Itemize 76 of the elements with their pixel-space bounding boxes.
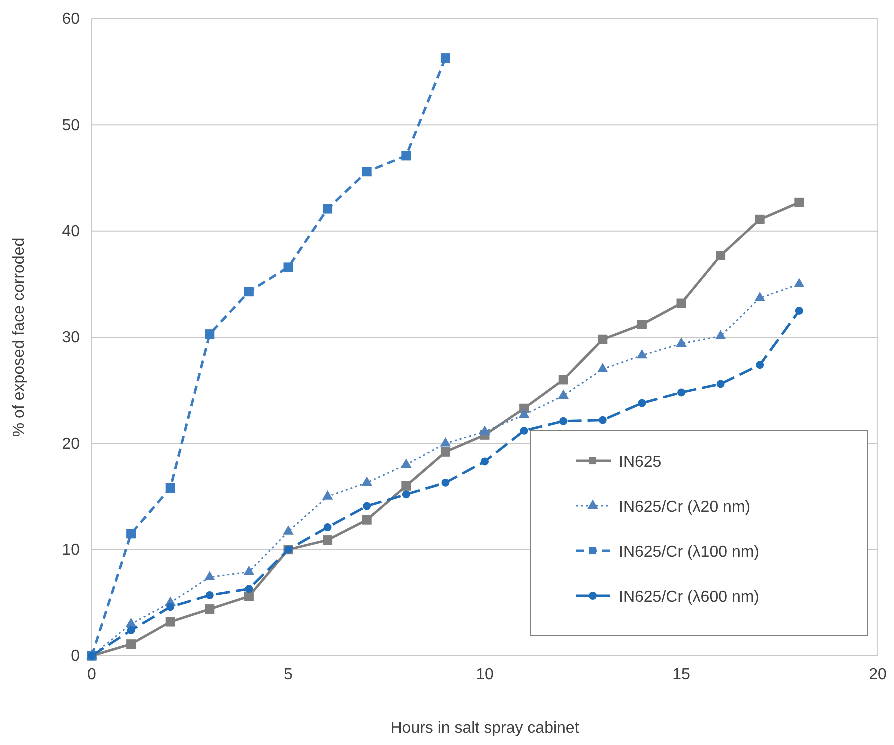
legend-label: IN625/Cr (λ100 nm) xyxy=(619,544,760,561)
legend-label: IN625 xyxy=(619,454,662,471)
point xyxy=(284,262,294,272)
y-tick-label: 40 xyxy=(62,223,80,240)
point xyxy=(637,320,647,330)
point xyxy=(795,306,804,315)
point xyxy=(362,476,372,486)
point xyxy=(520,426,528,435)
point xyxy=(676,338,687,347)
point xyxy=(560,417,568,426)
point xyxy=(322,490,334,500)
y-tick-label: 0 xyxy=(71,648,80,666)
y-tick-label: 30 xyxy=(62,330,80,347)
point xyxy=(126,640,136,650)
point xyxy=(126,618,137,628)
x-axis-title: Hours in salt spray cabinet xyxy=(390,720,580,737)
point xyxy=(598,334,608,344)
point xyxy=(756,361,764,370)
point xyxy=(401,458,412,468)
point xyxy=(481,458,489,466)
point xyxy=(244,566,255,576)
point xyxy=(206,592,214,600)
point xyxy=(440,437,452,447)
point xyxy=(402,490,410,499)
point xyxy=(442,478,450,487)
y-tick-label: 10 xyxy=(62,542,80,559)
y-tick-label: 20 xyxy=(62,436,80,453)
point xyxy=(598,363,608,372)
point xyxy=(126,529,136,539)
x-tick-label: 0 xyxy=(88,666,97,684)
point xyxy=(636,349,648,359)
point xyxy=(794,278,805,288)
point xyxy=(518,408,530,418)
point xyxy=(127,626,136,634)
point xyxy=(558,390,569,399)
point xyxy=(716,380,725,388)
point xyxy=(166,484,176,493)
point xyxy=(323,204,333,214)
point xyxy=(402,151,412,161)
point xyxy=(166,617,176,627)
x-tick-label: 10 xyxy=(476,666,494,684)
point xyxy=(598,416,607,424)
point xyxy=(205,330,215,340)
y-tick-label: 60 xyxy=(62,11,80,28)
point xyxy=(676,298,686,308)
point xyxy=(244,287,254,297)
point xyxy=(363,502,372,510)
point xyxy=(638,399,646,408)
point xyxy=(678,388,686,397)
point xyxy=(716,251,726,260)
x-tick-label: 15 xyxy=(672,666,690,684)
point xyxy=(324,524,332,532)
y-tick-label: 50 xyxy=(62,117,80,134)
point xyxy=(715,330,726,340)
point xyxy=(245,585,254,594)
point xyxy=(323,536,333,546)
point xyxy=(362,167,372,177)
point xyxy=(244,592,254,602)
point xyxy=(755,214,765,224)
legend-label: IN625/Cr (λ20 nm) xyxy=(619,499,751,516)
x-tick-label: 5 xyxy=(284,666,294,684)
point xyxy=(166,603,175,612)
point xyxy=(205,604,215,614)
point xyxy=(794,198,804,208)
point xyxy=(283,526,294,535)
point xyxy=(440,447,450,457)
point xyxy=(440,54,450,64)
point xyxy=(558,375,568,385)
point xyxy=(754,292,766,302)
point xyxy=(480,426,490,436)
point xyxy=(402,481,412,491)
x-tick-label: 20 xyxy=(869,666,887,684)
point xyxy=(362,515,372,525)
legend-label: IN625/Cr (λ600 nm) xyxy=(619,589,760,606)
point xyxy=(204,571,216,581)
y-axis-title: % of exposed face corroded xyxy=(11,238,28,438)
